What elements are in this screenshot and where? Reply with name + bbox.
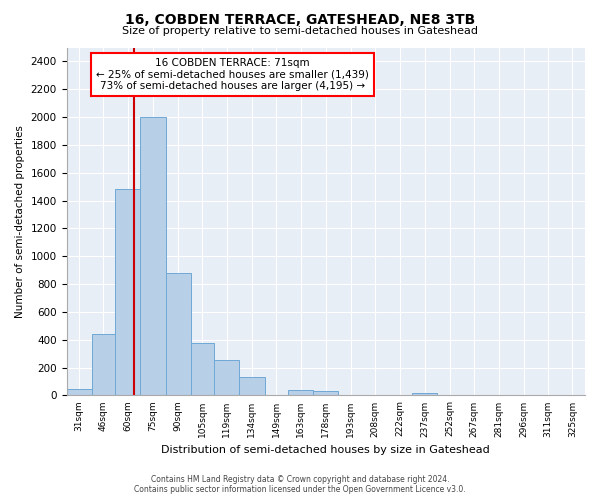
- Text: Contains HM Land Registry data © Crown copyright and database right 2024.
Contai: Contains HM Land Registry data © Crown c…: [134, 474, 466, 494]
- Text: Size of property relative to semi-detached houses in Gateshead: Size of property relative to semi-detach…: [122, 26, 478, 36]
- X-axis label: Distribution of semi-detached houses by size in Gateshead: Distribution of semi-detached houses by …: [161, 445, 490, 455]
- Bar: [166, 273, 191, 396]
- Bar: [313, 392, 338, 396]
- Bar: [92, 334, 115, 396]
- Bar: [288, 390, 313, 396]
- Text: 16 COBDEN TERRACE: 71sqm
← 25% of semi-detached houses are smaller (1,439)
73% o: 16 COBDEN TERRACE: 71sqm ← 25% of semi-d…: [96, 58, 369, 91]
- Bar: [140, 117, 166, 396]
- Bar: [67, 389, 92, 396]
- Y-axis label: Number of semi-detached properties: Number of semi-detached properties: [15, 125, 25, 318]
- Bar: [191, 343, 214, 396]
- Bar: [115, 190, 140, 396]
- Bar: [412, 392, 437, 396]
- Bar: [214, 360, 239, 396]
- Bar: [239, 378, 265, 396]
- Text: 16, COBDEN TERRACE, GATESHEAD, NE8 3TB: 16, COBDEN TERRACE, GATESHEAD, NE8 3TB: [125, 12, 475, 26]
